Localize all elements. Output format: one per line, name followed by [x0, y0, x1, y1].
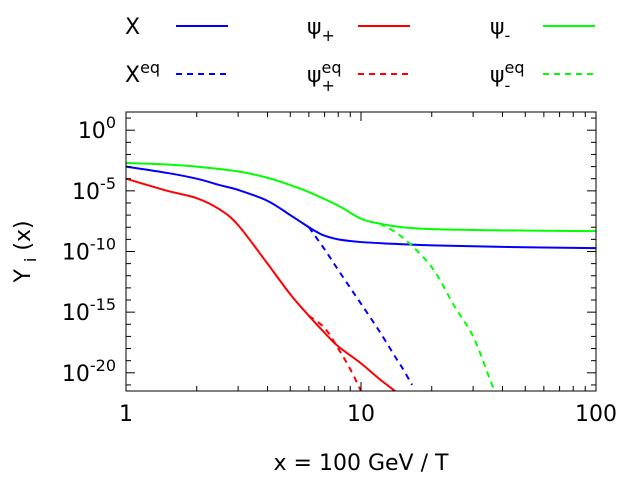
- series-line-psi-minus: [126, 161, 596, 233]
- series-line-psi-minus-eq: [379, 222, 496, 391]
- legend-label: ψ+: [307, 15, 335, 45]
- legend-label-sub: -: [505, 26, 511, 45]
- y-axis-label-base: Y: [11, 269, 36, 284]
- legend-entry-psi-minus-eq: ψeq -: [490, 58, 595, 95]
- legend-entry-psi-plus: ψ+: [307, 15, 410, 45]
- legend-label-sub: +: [322, 76, 335, 95]
- x-axis-label: x = 100 GeV / T: [274, 451, 449, 476]
- legend-entry-X: X: [125, 15, 228, 40]
- legend-label-base: X: [125, 15, 140, 40]
- y-tick-label-exp: -5: [100, 174, 116, 193]
- legend-label-base: ψ: [490, 63, 505, 88]
- y-axis-label-sub: i: [21, 258, 40, 262]
- y-tick-label-exp: 0: [106, 113, 116, 132]
- series-line-X: [126, 165, 596, 250]
- legend-label-base: ψ: [307, 63, 322, 88]
- y-tick-label-base: 10: [72, 180, 100, 205]
- y-tick-label-base: 10: [62, 301, 90, 326]
- x-tick-label: 1: [119, 402, 133, 427]
- legend-label-sup: eq: [140, 58, 160, 77]
- y-tick-label-exp: -20: [90, 356, 116, 375]
- y-tick-label-exp: -15: [90, 295, 116, 314]
- legend-entry-psi-minus: ψ-: [490, 15, 595, 45]
- series-line-X-eq: [308, 226, 413, 386]
- x-tick-label: 100: [575, 402, 617, 427]
- legend-label-sup: eq: [505, 58, 525, 77]
- y-axis-label-rest: (x): [11, 220, 36, 250]
- legend-entry-X-eq: Xeq: [125, 58, 228, 88]
- y-tick-label-exp: -10: [90, 234, 116, 253]
- y-tick-label-base: 10: [62, 362, 90, 387]
- legend-label-base: ψ: [307, 15, 322, 40]
- series-line-psi-plus: [126, 177, 396, 391]
- plot-marks: [126, 161, 596, 391]
- series-group: [126, 161, 596, 391]
- legend-label: ψeq +: [307, 58, 342, 95]
- legend-label-base: X: [125, 63, 140, 88]
- legend-label: ψeq -: [490, 58, 525, 95]
- y-tick-label: 10-10: [62, 234, 116, 265]
- legend-label: Xeq: [125, 58, 160, 88]
- y-tick-label-base: 10: [62, 240, 90, 265]
- legend-entry-psi-plus-eq: ψeq +: [307, 58, 410, 95]
- y-tick-label-base: 10: [78, 119, 106, 144]
- legend-label: ψ-: [490, 15, 510, 45]
- legend-label-sub: +: [322, 26, 335, 45]
- legend-label-sup: eq: [322, 58, 342, 77]
- y-tick-label: 10-20: [62, 356, 116, 387]
- y-axis-label: Y i (x): [11, 220, 42, 283]
- series-line-psi-plus-eq: [308, 314, 362, 391]
- x-tick-label: 10: [347, 402, 375, 427]
- ticks: [126, 112, 596, 391]
- y-tick-label: 10-5: [72, 174, 116, 205]
- legend-label: X: [125, 15, 140, 40]
- legend-label-base: ψ: [490, 15, 505, 40]
- y-tick-label: 100: [78, 113, 116, 144]
- plot-frame: [125, 111, 597, 392]
- legend-label-sub: -: [505, 76, 511, 95]
- y-tick-label: 10-15: [62, 295, 116, 326]
